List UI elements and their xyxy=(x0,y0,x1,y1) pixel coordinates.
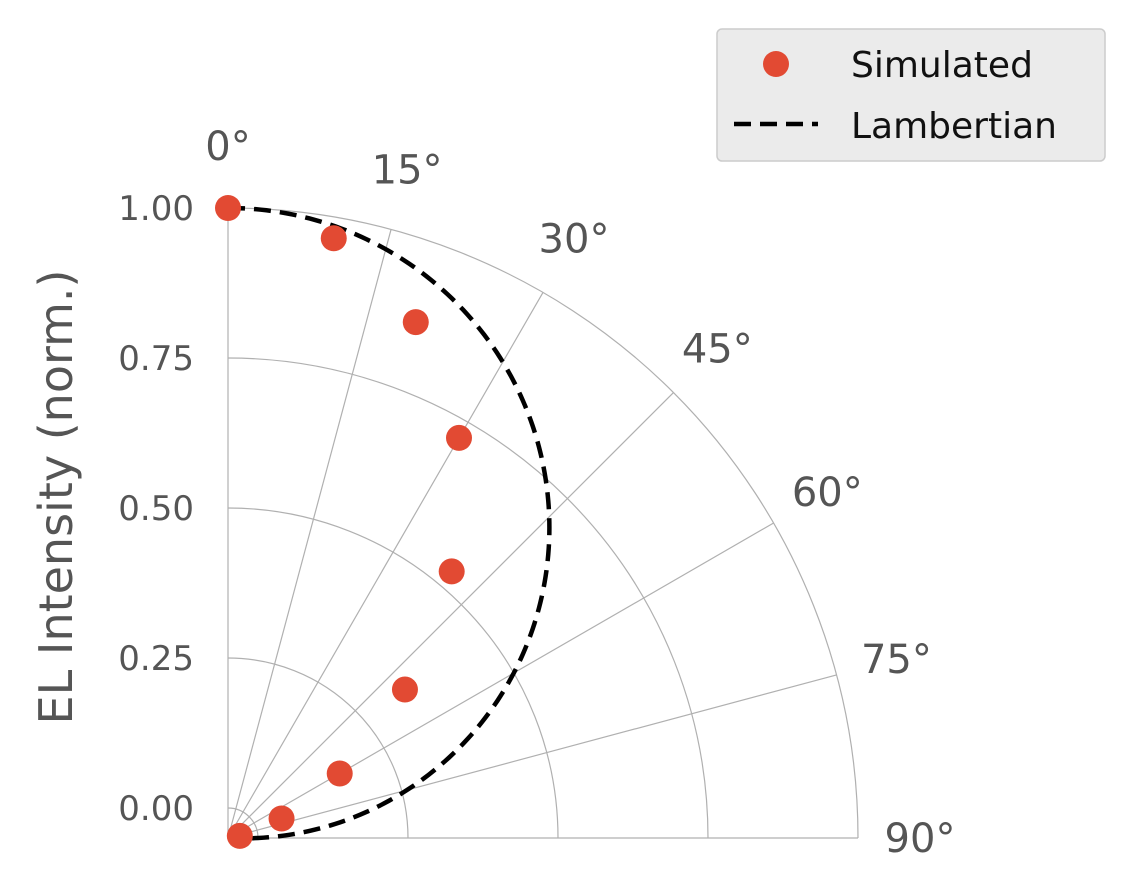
y-axis-title: EL Intensity (norm.) xyxy=(29,270,83,725)
angular-gridline-5 xyxy=(227,674,837,839)
data-point xyxy=(268,805,295,832)
angular-gridline-3 xyxy=(227,392,674,839)
angular-gridlines xyxy=(227,208,858,839)
radial-tick-label-2: 0.50 xyxy=(118,489,194,529)
angle-tick-label-2: 30° xyxy=(539,217,610,263)
legend-frame xyxy=(716,28,1106,162)
data-point xyxy=(438,558,465,585)
angular-gridline-2 xyxy=(227,292,544,839)
data-point xyxy=(226,822,253,849)
lambertian-curve xyxy=(227,205,552,841)
angle-tick-label-0: 0° xyxy=(205,124,250,170)
data-point xyxy=(391,676,418,703)
angle-tick-label-3: 45° xyxy=(682,327,753,373)
angular-gridline-1 xyxy=(227,229,392,839)
angle-tick-labels: 0° 15° 30° 45° 60° 75° 90° xyxy=(205,124,955,862)
radial-tick-label-0: 0.00 xyxy=(118,789,194,829)
legend-label-lambertian: Lambertian xyxy=(851,106,1057,147)
angle-tick-label-4: 60° xyxy=(792,470,863,516)
legend: Simulated Lambertian xyxy=(716,28,1106,162)
angle-tick-label-6: 90° xyxy=(885,816,956,862)
angular-gridline-4 xyxy=(227,522,774,839)
radial-tick-labels: 0.00 0.25 0.50 0.75 1.00 xyxy=(118,189,194,829)
radial-tick-label-3: 0.75 xyxy=(118,339,194,379)
data-point xyxy=(446,424,472,451)
data-point xyxy=(320,225,347,252)
radial-tick-label-4: 1.00 xyxy=(118,189,194,229)
data-point xyxy=(326,760,353,787)
legend-label-simulated: Simulated xyxy=(851,45,1033,86)
angle-tick-label-1: 15° xyxy=(372,148,443,194)
simulated-points xyxy=(215,195,472,849)
legend-marker-simulated xyxy=(763,51,789,77)
data-point xyxy=(215,195,241,221)
angle-tick-label-5: 75° xyxy=(861,637,932,683)
radial-tick-label-1: 0.25 xyxy=(118,639,194,679)
data-point xyxy=(402,309,429,336)
